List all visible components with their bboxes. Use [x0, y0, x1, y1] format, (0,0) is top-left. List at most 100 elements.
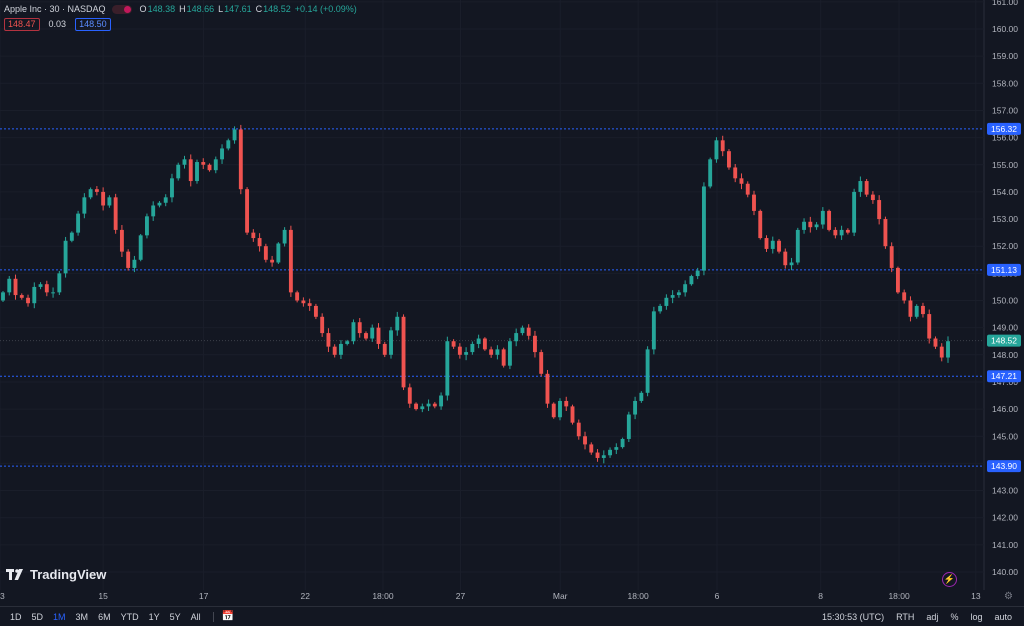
candle-body	[370, 327, 375, 339]
candle-body	[533, 335, 537, 353]
candle-body	[176, 164, 181, 179]
candle-body	[877, 200, 882, 220]
candle-body	[708, 159, 713, 187]
price-level-label: 156.32	[991, 124, 1017, 134]
candle-body	[789, 262, 794, 266]
candle-body	[26, 297, 30, 304]
candle-body	[633, 400, 638, 415]
candle-body	[44, 284, 49, 293]
candle-body	[94, 189, 99, 192]
candle-body	[32, 286, 37, 304]
candle-body	[758, 210, 763, 239]
lightning-icon[interactable]: ⚡	[942, 572, 957, 587]
candle-body	[626, 414, 631, 439]
candle-body	[883, 219, 888, 247]
timeframe-5d[interactable]: 5D	[31, 611, 44, 622]
candle-body	[507, 341, 512, 366]
candle-body	[101, 191, 106, 206]
candle-body	[345, 341, 350, 344]
clock-readout[interactable]: 15:30:53 (UTC)	[822, 611, 885, 622]
price-tick-label: 145.00	[992, 431, 1018, 441]
candle-body	[583, 436, 587, 445]
percent-scale-toggle[interactable]: %	[950, 611, 959, 622]
price-tick-label: 156.00	[992, 133, 1018, 143]
tradingview-logo[interactable]: TradingView	[6, 567, 106, 582]
candle-body	[13, 278, 18, 296]
timeframe-1m[interactable]: 1M	[53, 611, 66, 622]
time-tick-label: 18:00	[372, 591, 394, 601]
auto-scale-toggle[interactable]: auto	[994, 611, 1012, 622]
candle-body	[858, 181, 863, 192]
candle-body	[69, 232, 74, 241]
candle-body	[664, 297, 669, 306]
last-price-label: 148.52	[991, 336, 1017, 346]
candle-body	[1, 292, 5, 301]
candle-body	[845, 229, 850, 233]
candle-body	[852, 191, 857, 233]
price-level-label: 151.13	[991, 265, 1017, 275]
price-tick-label: 149.00	[992, 323, 1018, 333]
legend-toggle-icon[interactable]	[111, 4, 132, 14]
price-tick-label: 143.00	[992, 486, 1018, 496]
candle-body	[426, 403, 431, 407]
candle-body	[808, 221, 813, 228]
candle-body	[683, 284, 688, 293]
bid-button[interactable]: 148.47	[4, 18, 40, 31]
session-toggle[interactable]: RTH	[896, 611, 915, 622]
time-tick-label: 27	[456, 591, 466, 601]
time-tick-label: 17	[199, 591, 209, 601]
timeframe-6m[interactable]: 6M	[98, 611, 111, 622]
candle-body	[770, 240, 775, 249]
candle-body	[76, 213, 81, 233]
tradingview-logo-icon	[6, 568, 23, 580]
candle-body	[802, 221, 806, 230]
candle-body	[733, 167, 738, 179]
gear-icon[interactable]: ⚙	[1004, 591, 1013, 602]
timeframe-ytd[interactable]: YTD	[120, 611, 139, 622]
calendar-range-icon[interactable]: 📅	[221, 611, 235, 622]
candle-body	[745, 183, 750, 195]
ask-button[interactable]: 148.50	[75, 18, 111, 31]
candle-body	[238, 129, 243, 190]
candle-body	[526, 327, 531, 336]
timeframe-5y[interactable]: 5Y	[169, 611, 181, 622]
candle-body	[558, 400, 562, 418]
candle-body	[895, 267, 900, 293]
time-tick-label: 8	[818, 591, 823, 601]
price-tick-label: 155.00	[992, 160, 1018, 170]
price-tick-label: 159.00	[992, 51, 1018, 61]
candle-body	[539, 352, 544, 374]
candle-body	[451, 341, 456, 347]
candle-body	[389, 330, 393, 355]
candle-body	[414, 403, 418, 410]
timeframe-3m[interactable]: 3M	[75, 611, 89, 622]
symbol-title[interactable]: Apple Inc · 30 · NASDAQ	[4, 4, 106, 14]
price-chart[interactable]: 140.00141.00142.00143.00144.00145.00146.…	[0, 0, 1024, 606]
candle-body	[145, 216, 149, 236]
price-tick-label: 142.00	[992, 513, 1018, 523]
last-price-badge	[987, 334, 1021, 347]
candle-body	[814, 224, 819, 228]
adj-toggle[interactable]: adj	[926, 611, 939, 622]
candle-body	[727, 151, 731, 168]
candle-body	[288, 229, 293, 293]
timeframe-1d[interactable]: 1D	[10, 611, 22, 622]
candle-body	[608, 449, 612, 456]
timeframe-all[interactable]: All	[190, 611, 201, 622]
candle-body	[902, 292, 907, 301]
candle-body	[889, 246, 894, 268]
grid-lines	[983, 0, 985, 590]
candle-body	[739, 178, 744, 184]
log-scale-toggle[interactable]: log	[970, 611, 983, 622]
candle-body	[263, 246, 268, 260]
candle-body	[564, 400, 569, 407]
timeframe-1y[interactable]: 1Y	[148, 611, 160, 622]
candle-body	[908, 300, 913, 317]
candle-body	[495, 349, 500, 355]
candle-body	[514, 333, 519, 342]
candle-body	[313, 305, 318, 317]
candle-body	[457, 346, 462, 355]
candle-body	[439, 395, 444, 407]
price-tick-label: 157.00	[992, 105, 1018, 115]
candle-body	[320, 316, 325, 334]
